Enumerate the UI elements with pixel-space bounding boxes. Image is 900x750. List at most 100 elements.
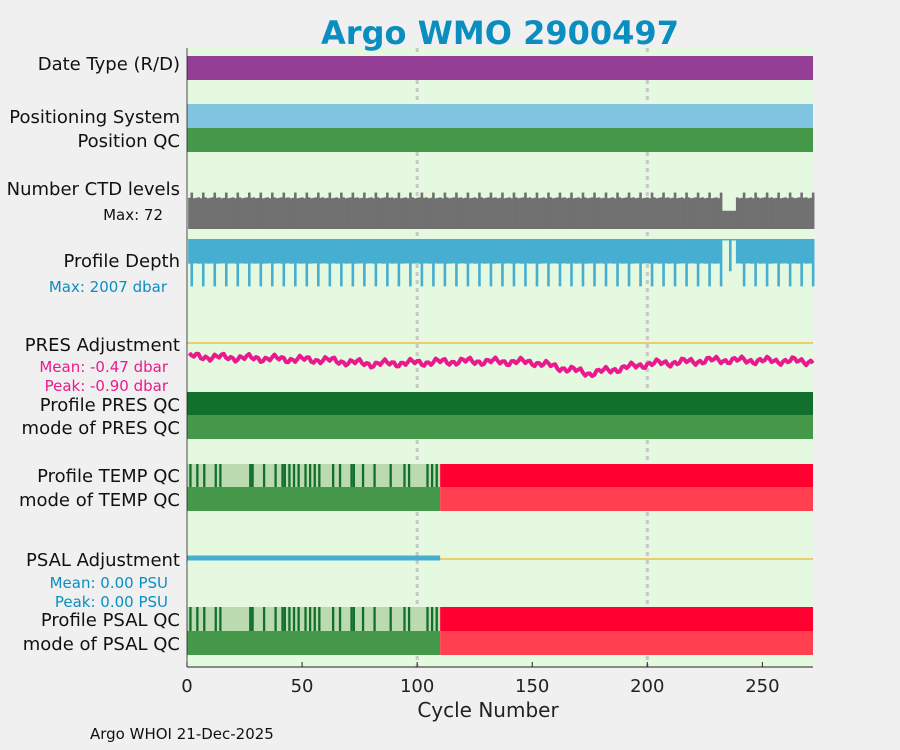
ctd-level-bar bbox=[496, 198, 500, 229]
profile-depth-bar bbox=[728, 239, 732, 272]
profile-psal-qc-mark bbox=[297, 607, 300, 631]
profile-depth-bar bbox=[747, 239, 751, 264]
profile-depth-bar bbox=[303, 239, 306, 264]
ctd-level-bar bbox=[415, 197, 419, 229]
profile-depth-bar bbox=[745, 239, 748, 264]
ctd-level-bar bbox=[811, 192, 815, 229]
profile-temp-qc-mark bbox=[274, 464, 277, 487]
ctd-level-bar bbox=[349, 197, 352, 229]
profile-depth-bar bbox=[434, 239, 438, 264]
ctd-level-bar bbox=[650, 192, 654, 229]
mode-temp-qc-bad bbox=[440, 487, 813, 511]
profile-temp-qc-mark bbox=[219, 464, 222, 487]
ctd-level-bar bbox=[379, 198, 382, 229]
ctd-level-bar bbox=[307, 197, 311, 229]
x-axis: 0 50 100 150 200 250 Cycle Number bbox=[181, 48, 813, 722]
profile-depth-bar bbox=[754, 239, 757, 287]
profile-depth-bar bbox=[199, 239, 203, 264]
ctd-level-bar bbox=[404, 197, 408, 229]
profile-depth-bar bbox=[215, 239, 219, 264]
profile-depth-bar bbox=[537, 239, 541, 264]
profile-psal-qc-mark bbox=[251, 607, 254, 631]
profile-depth-bar bbox=[468, 239, 472, 264]
profile-depth-bar bbox=[234, 239, 237, 264]
profile-depth-bar bbox=[775, 239, 778, 264]
ctd-level-bar bbox=[271, 192, 274, 229]
profile-temp-qc-mark bbox=[407, 464, 411, 487]
profile-depth-bar bbox=[436, 239, 440, 264]
ctd-level-bar bbox=[342, 197, 345, 229]
profile-depth-bar bbox=[310, 239, 313, 264]
ctd-level-bar bbox=[360, 197, 364, 229]
ctd-level-bar bbox=[563, 197, 566, 229]
profile-depth-bar bbox=[383, 239, 387, 264]
ctd-level-bar bbox=[639, 192, 642, 229]
ctd-level-bar bbox=[558, 192, 562, 229]
ctd-level-bar bbox=[804, 197, 808, 229]
ctd-level-bar bbox=[330, 198, 334, 229]
profile-depth-bar bbox=[643, 239, 647, 264]
profile-depth-bar bbox=[337, 239, 341, 264]
profile-depth-bar bbox=[653, 239, 656, 264]
profile-depth-bar bbox=[429, 239, 433, 264]
ctd-level-bar bbox=[337, 198, 341, 229]
profile-psal-qc-mark bbox=[283, 607, 286, 631]
profile-depth-bar bbox=[236, 239, 240, 287]
label-ctd-max: Max: 72 bbox=[103, 206, 163, 224]
ctd-level-bar bbox=[533, 197, 536, 229]
profile-depth-bar bbox=[464, 239, 467, 264]
ctd-level-bar bbox=[328, 192, 332, 229]
ctd-level-bar bbox=[231, 197, 235, 229]
profile-depth-bar bbox=[211, 239, 214, 264]
profile-psal-qc-mark bbox=[219, 607, 222, 631]
profile-depth-bar bbox=[554, 239, 557, 264]
ctd-level-bar bbox=[192, 198, 196, 229]
profile-depth-bar bbox=[201, 239, 205, 287]
ctd-level-bar bbox=[666, 197, 670, 229]
profile-depth-bar bbox=[802, 239, 806, 264]
profile-depth-bar bbox=[427, 239, 431, 264]
profile-depth-bar bbox=[271, 239, 274, 287]
profile-depth-bar bbox=[197, 239, 200, 264]
chart-marks bbox=[187, 56, 815, 655]
ctd-level-bar bbox=[358, 198, 362, 229]
ctd-level-bar bbox=[346, 197, 350, 229]
ctd-level-bar bbox=[807, 198, 810, 229]
profile-depth-bar bbox=[666, 239, 670, 264]
ctd-level-bar bbox=[544, 198, 548, 229]
profile-depth-bar bbox=[620, 239, 624, 264]
ctd-level-bar bbox=[577, 197, 580, 229]
profile-depth-bar bbox=[402, 239, 405, 264]
ctd-level-bar bbox=[682, 198, 686, 229]
profile-depth-bar bbox=[579, 239, 583, 264]
ctd-level-bar bbox=[390, 197, 394, 229]
ctd-level-bar bbox=[340, 192, 343, 229]
profile-depth-bar bbox=[777, 239, 780, 287]
ctd-level-bar bbox=[252, 197, 256, 229]
profile-depth-bar bbox=[733, 239, 737, 241]
ctd-level-bar bbox=[296, 198, 299, 229]
profile-depth-bar bbox=[567, 239, 571, 264]
ctd-level-bar bbox=[560, 197, 564, 229]
profile-depth-bar bbox=[514, 239, 518, 264]
chart-title: Argo WMO 2900497 bbox=[321, 14, 679, 52]
profile-depth-bar bbox=[466, 239, 470, 287]
profile-depth-bar bbox=[392, 239, 396, 264]
profile-depth-bar bbox=[735, 239, 739, 264]
profile-depth-bar bbox=[503, 239, 507, 264]
profile-depth-bar bbox=[305, 239, 309, 287]
profile-depth-bar bbox=[485, 239, 488, 264]
profile-depth-bar bbox=[422, 239, 426, 264]
profile-depth-bar bbox=[487, 239, 490, 264]
ctd-level-bar bbox=[549, 197, 553, 229]
ctd-level-bar bbox=[572, 198, 576, 229]
profile-depth-bar bbox=[551, 239, 555, 264]
ctd-level-bar bbox=[676, 198, 679, 229]
ctd-level-bar bbox=[399, 198, 403, 229]
profile-depth-bar bbox=[717, 239, 721, 264]
ctd-level-bar bbox=[537, 198, 541, 229]
ctd-level-bar bbox=[772, 198, 776, 229]
ctd-level-bar bbox=[611, 197, 615, 229]
profile-depth-bar bbox=[432, 239, 435, 287]
ctd-level-bar bbox=[570, 192, 573, 229]
